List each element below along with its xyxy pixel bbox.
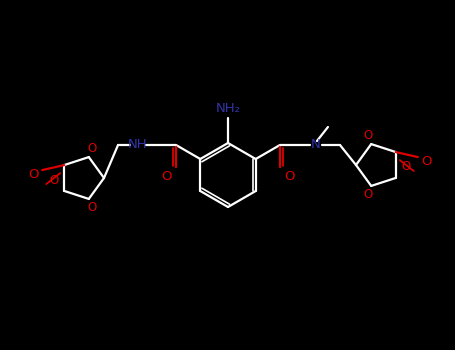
Text: O: O [28,168,39,181]
Text: O: O [87,201,96,215]
Text: O: O [285,169,295,182]
Text: O: O [50,174,59,187]
Text: NH₂: NH₂ [216,103,241,116]
Text: O: O [161,169,171,182]
Text: O: O [364,128,373,142]
Text: O: O [401,161,410,174]
Text: N: N [311,138,321,150]
Text: NH: NH [128,139,148,152]
Text: O: O [421,155,432,168]
Text: O: O [364,188,373,201]
Text: O: O [87,142,96,155]
